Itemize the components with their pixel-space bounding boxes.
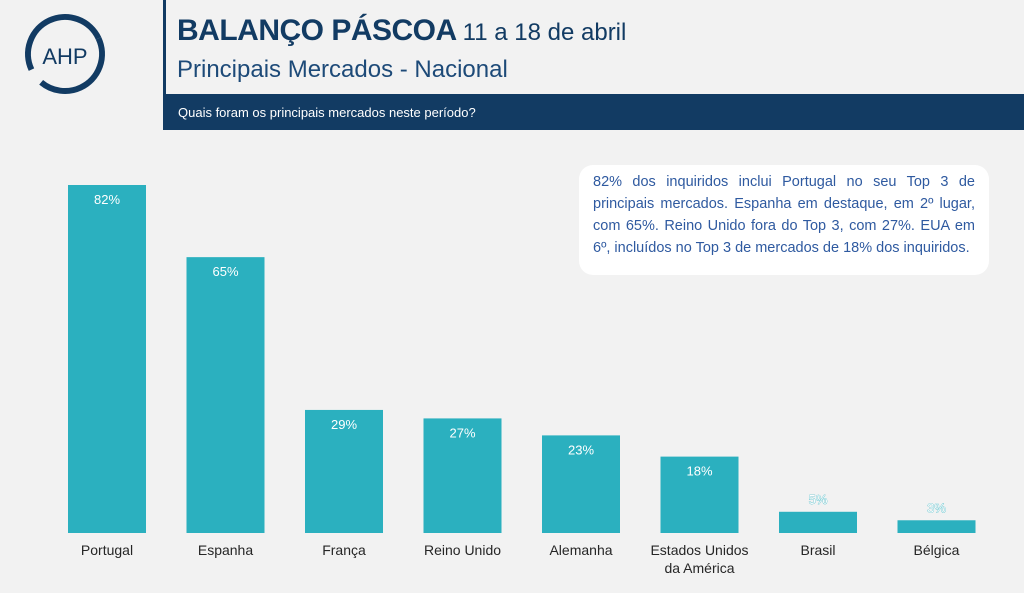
callout-box: 82% dos inquiridos inclui Portugal no se… bbox=[579, 165, 989, 275]
bar-6 bbox=[779, 511, 857, 533]
bar-value-label: 3% bbox=[927, 500, 946, 515]
bar-value-label: 5% bbox=[809, 492, 828, 507]
category-label: Brasil bbox=[800, 542, 835, 558]
category-label: Alemanha bbox=[549, 542, 612, 558]
ahp-logo-mark: AHP bbox=[25, 14, 105, 94]
bar-2 bbox=[305, 409, 383, 533]
page-subtitle: Principais Mercados - Nacional bbox=[177, 56, 508, 83]
category-label: Reino Unido bbox=[424, 542, 501, 558]
bar-value-label: 18% bbox=[686, 464, 712, 479]
bar-7 bbox=[897, 520, 976, 533]
callout-text: 82% dos inquiridos inclui Portugal no se… bbox=[593, 174, 975, 256]
logo-text: AHP bbox=[42, 44, 87, 69]
bar-3 bbox=[423, 418, 502, 533]
category-label: Estados Unidos da América bbox=[650, 542, 748, 576]
bar-value-label: 82% bbox=[94, 192, 120, 207]
question-banner: Quais foram os principais mercados neste… bbox=[166, 94, 1024, 130]
category-label: Espanha bbox=[198, 542, 253, 558]
bar-value-label: 65% bbox=[212, 264, 238, 279]
bar-chart: 82% Portugal 65% Espanha 29% França 27% Reino U… bbox=[68, 185, 976, 576]
category-label: Bélgica bbox=[914, 542, 960, 558]
bar-4 bbox=[542, 435, 620, 533]
bar-5 bbox=[660, 456, 739, 533]
title-dates: 11 a 18 de abril bbox=[462, 19, 627, 46]
category-label: França bbox=[322, 542, 366, 558]
bar-value-label: 23% bbox=[568, 442, 594, 457]
bar-value-label: 27% bbox=[449, 425, 475, 440]
ahp-logo: AHP bbox=[20, 9, 110, 99]
bar-0 bbox=[68, 185, 146, 533]
header-divider bbox=[163, 0, 166, 130]
category-label: Portugal bbox=[81, 542, 133, 558]
question-text: Quais foram os principais mercados neste… bbox=[178, 104, 476, 120]
bar-value-label: 29% bbox=[331, 417, 357, 432]
bar-1 bbox=[186, 257, 265, 533]
page-title: BALANÇO PÁSCOA 11 a 18 de abril bbox=[177, 14, 626, 48]
title-main: BALANÇO PÁSCOA bbox=[177, 14, 457, 47]
